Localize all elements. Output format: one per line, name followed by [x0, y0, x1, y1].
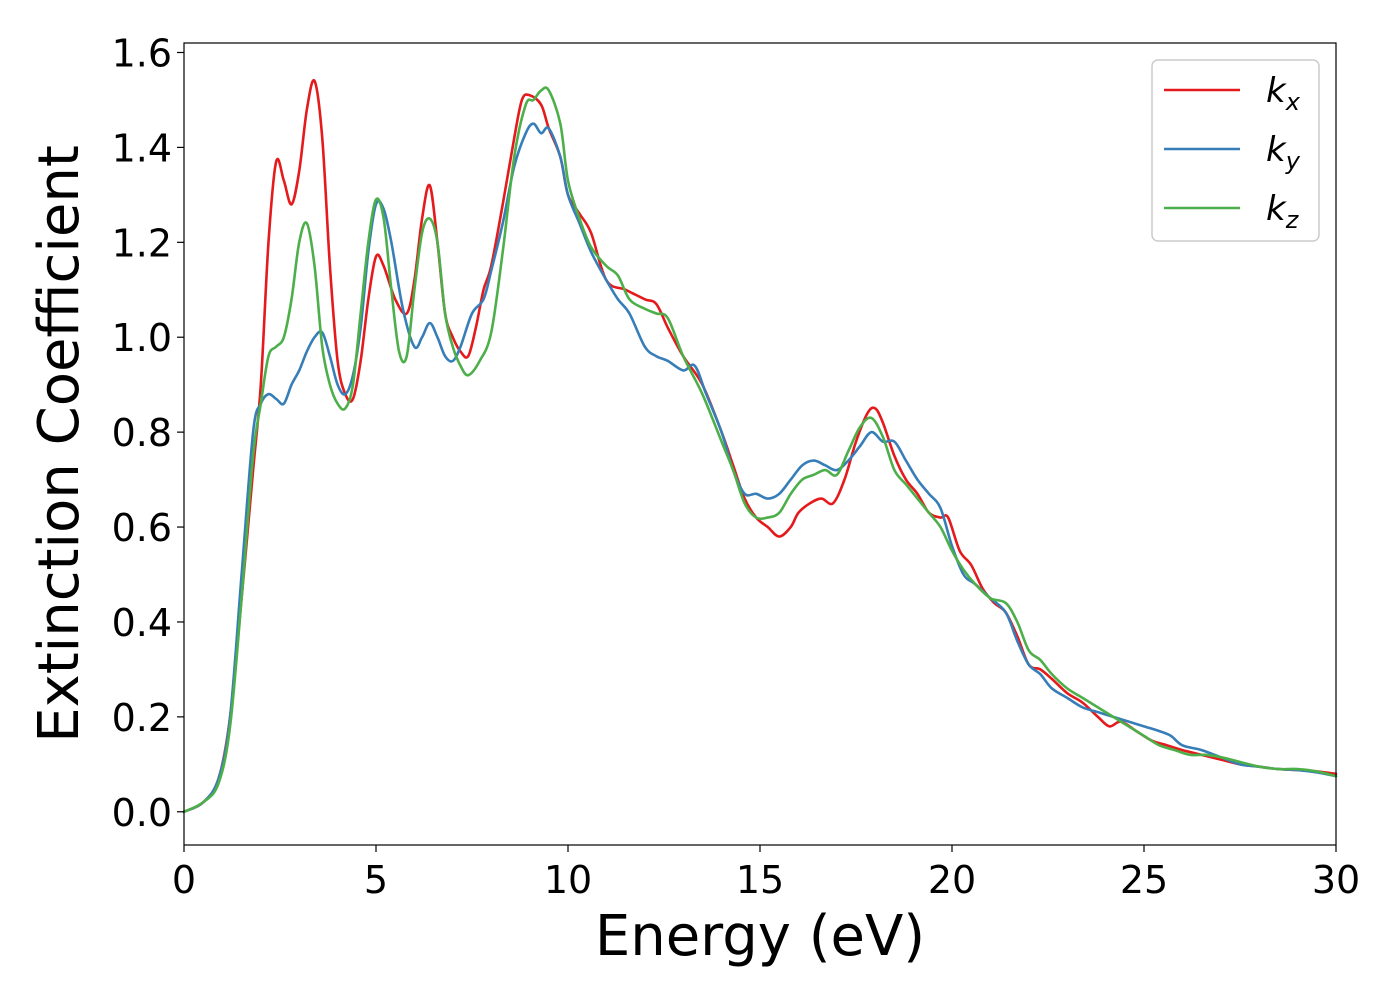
legend-label-kx: kx [1266, 71, 1301, 116]
y-tick-label: 1.6 [112, 31, 172, 75]
y-tick-label: 1.4 [112, 126, 172, 170]
series-line-ky [182, 122, 1338, 814]
x-tick-label: 5 [364, 858, 388, 902]
x-tick-label: 15 [736, 858, 784, 902]
legend-label-ky: ky [1266, 130, 1301, 175]
y-axis-title: Extinction Coefficient [27, 145, 92, 743]
series-layer [182, 78, 1338, 814]
x-tick-label: 25 [1120, 858, 1168, 902]
y-tick-label: 0.2 [112, 696, 172, 740]
series-line-kx [182, 78, 1338, 814]
legend: kx ky kz [1151, 59, 1320, 242]
axis-ticks: 0 5 10 15 20 25 30 0.0 0.2 0.4 0.6 0.8 1.0 1.2 1.4 1.6 [112, 31, 1361, 902]
series-line-kz [182, 86, 1338, 814]
y-tick-label: 1.0 [112, 316, 172, 360]
y-tick-label: 0.6 [112, 506, 172, 550]
x-tick-label: 20 [928, 858, 976, 902]
y-tick-label: 0.4 [112, 601, 172, 645]
legend-label-kz: kz [1266, 189, 1300, 234]
y-tick-label: 1.2 [112, 221, 172, 265]
x-tick-label: 10 [544, 858, 592, 902]
legend-box [1151, 59, 1320, 242]
x-axis-title: Energy (eV) [595, 904, 925, 969]
y-tick-label: 0.8 [112, 411, 172, 455]
x-tick-label: 0 [172, 858, 196, 902]
x-tick-label: 30 [1312, 858, 1360, 902]
y-tick-label: 0.0 [112, 791, 172, 835]
